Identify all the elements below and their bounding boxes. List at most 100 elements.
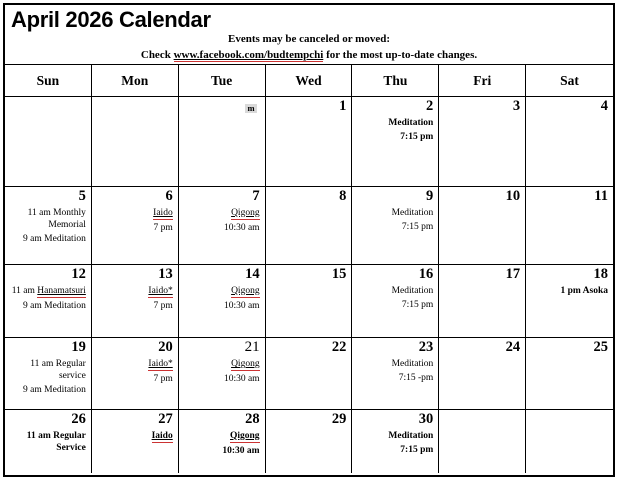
event-line: 11 am Regular service [8,358,86,383]
day-cell-27: 27 Iaido [92,410,179,473]
event-line: Iaido* [95,285,173,298]
day-header-tue: Tue [178,65,266,97]
notice-line2-prefix: Check [140,49,174,62]
day-number: 24 [505,339,521,355]
day-number: 7 [252,188,260,204]
day-number: 30 [418,411,434,427]
day-number: 9 [426,188,434,204]
event-line: Iaido* [95,358,173,371]
day-cell-13: 13 Iaido* 7 pm [91,265,179,338]
day-cell-12: 12 11 am Hanamatsuri 9 am Meditation [5,265,92,338]
notice-line2-suffix: for the most up-to-date changes. [323,49,478,62]
notice-line1: Events may be canceled or moved: [227,33,391,46]
event-text: 10:30 am [223,222,260,233]
day-number: 27 [158,411,173,427]
day-number: 19 [71,339,86,355]
event-name-underlined: Qigong [231,285,260,298]
day-number: 14 [245,266,260,282]
event-line: 7:15 pm [355,131,433,143]
day-number: 2 [426,98,434,114]
day-number: 1 [339,98,347,114]
day-cell [439,410,527,473]
day-number: 26 [71,411,86,427]
event-line: Qigong [182,358,260,372]
event-line: Iaido [95,430,173,443]
day-cell-3: 3 [439,97,527,187]
event-line: 7:15 pm [355,444,433,456]
event-line: Qigong [182,207,260,220]
event-name-underlined: Qigong [231,207,260,220]
event-name-underlined: Iaido* [148,358,173,371]
event-name-underlined: Iaido* [148,285,173,298]
day-cell [5,97,92,187]
event-text: 7:15 pm [400,132,434,143]
event-line: 7:15 -pm [355,372,434,384]
day-number: 10 [505,188,521,204]
event-text: 9 am Meditation [23,300,86,311]
day-cell [526,410,613,473]
event-line: Meditation [355,117,433,129]
day-number: 15 [331,266,347,282]
event-line: 7 pm [95,222,173,234]
event-line: 1 pm Asoka [529,285,608,297]
event-text: 10:30 am [223,374,260,385]
day-number: 18 [593,266,608,282]
event-line: 11 am Monthly Memorial [8,207,86,232]
event-text: 9 am Meditation [23,234,86,245]
event-line: 9 am Meditation [8,384,86,396]
event-text: 11 am Regular Service [26,430,86,454]
stray-marker: m [245,103,257,114]
day-cell-20: 20 Iaido* 7 pm [91,338,179,410]
event-line: Qigong [182,430,260,443]
event-text: 7 pm [153,300,173,311]
event-line: Meditation [355,207,434,219]
event-line: 9 am Meditation [8,233,86,245]
day-number: 11 [594,188,608,204]
day-cell-6: 6 Iaido 7 pm [91,187,179,265]
event-text: 9 am Meditation [23,385,86,396]
day-cell-11: 11 [526,187,613,265]
day-number: 13 [158,266,173,282]
day-number: 17 [505,266,521,282]
event-text: 10:30 am [223,300,260,311]
day-number: 3 [512,98,521,114]
event-text: 11 am Monthly Memorial [27,207,86,231]
day-number: 21 [244,339,260,355]
event-text: 11 am Regular service [30,358,86,382]
event-line: Meditation [355,430,433,442]
event-text: 7 pm [153,222,173,233]
day-cell-21: 21 Qigong 10:30 am [178,338,266,410]
day-cell-18: 18 1 pm Asoka [526,265,613,338]
day-number: 22 [331,339,347,355]
day-cell-5: 5 11 am Monthly Memorial 9 am Meditation [5,187,92,265]
event-line: 7:15 pm [355,221,433,233]
event-name-underlined: Qigong [231,359,260,372]
facebook-link[interactable]: www.facebook.com/budtempchi [173,49,324,63]
day-cell-25: 25 [526,338,613,410]
page-title: April 2026 Calendar [11,7,211,32]
event-text: 7:15 pm [401,222,434,233]
day-header-fri: Fri [439,65,527,97]
event-text: Meditation [388,430,434,441]
day-cell-7: 7 Qigong 10:30 am [178,187,266,265]
day-number: 16 [418,266,434,282]
event-text: Meditation [391,207,434,218]
day-number: 23 [418,339,434,355]
day-cell-24: 24 [439,338,527,410]
day-number: 5 [78,188,86,204]
event-line: 9 am Meditation [8,300,86,312]
day-cell-29: 29 [266,410,353,473]
day-cell-17: 17 [439,265,527,338]
day-cell-16: 16 Meditation 7:15 pm [352,265,440,338]
day-number: 6 [165,188,173,204]
event-line: 10:30 am [182,373,260,385]
event-line: Meditation [355,285,434,297]
day-cell-22: 22 [265,338,353,410]
event-text: Meditation [391,285,434,296]
event-text: 10:30 am [222,445,260,456]
calendar-page: April 2026 Calendar Events may be cancel… [3,3,615,477]
day-header-wed: Wed [265,65,353,97]
day-cell-28: 28 Qigong 10:30 am [179,410,266,473]
day-cell [91,97,179,187]
day-cell-8: 8 [265,187,353,265]
